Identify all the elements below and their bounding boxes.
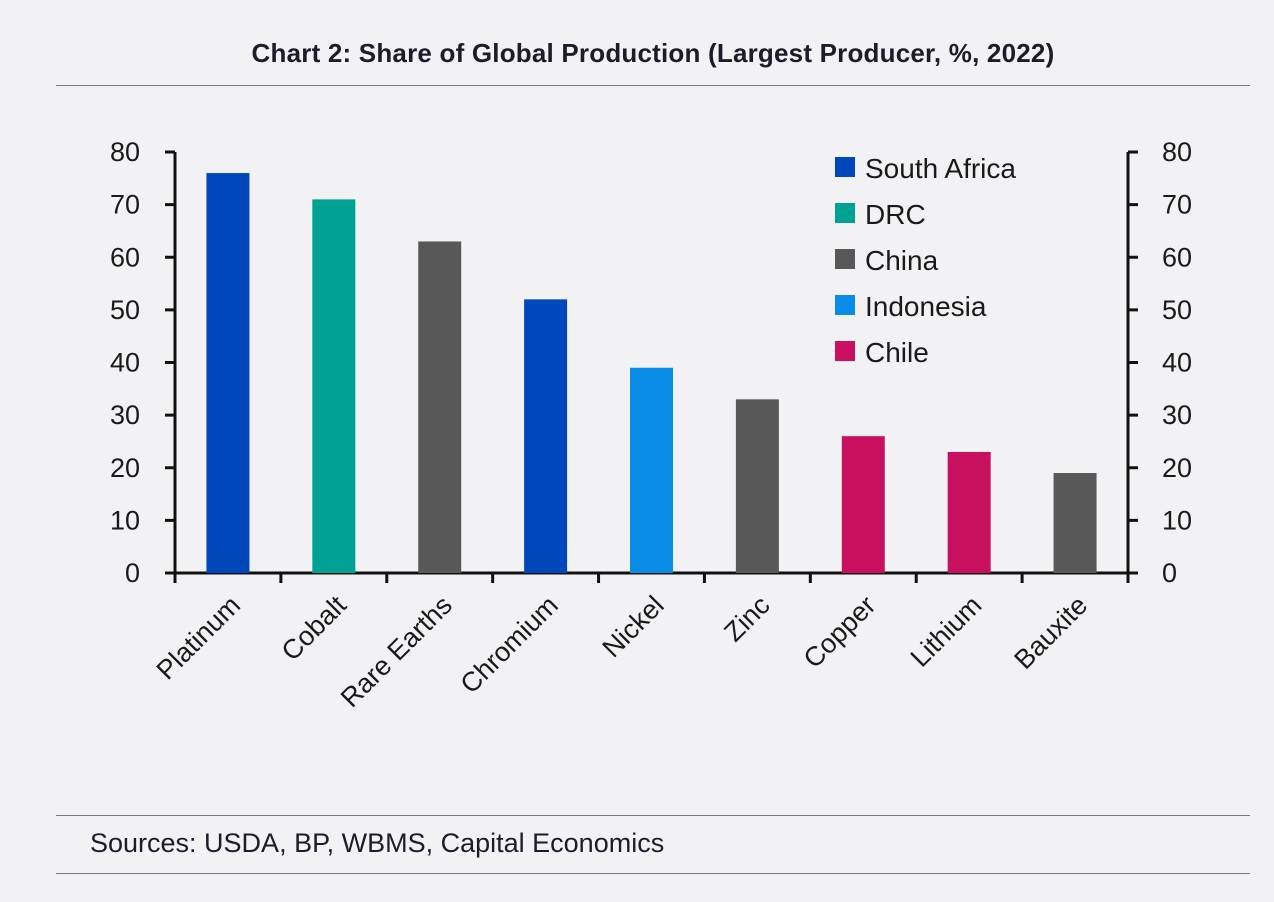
legend-swatch (835, 249, 855, 269)
legend-swatch (835, 295, 855, 315)
y-tick-label-left: 50 (110, 295, 140, 325)
y-tick-label-left: 10 (110, 505, 140, 535)
legend-label: Chile (865, 337, 929, 368)
y-tick-label-right: 20 (1162, 453, 1192, 483)
x-tick-label: Zinc (718, 590, 775, 647)
bar-copper (841, 436, 885, 573)
bar-cobalt (312, 199, 356, 574)
legend-label: South Africa (865, 153, 1016, 184)
x-tick-label: Copper (798, 590, 882, 674)
x-tick-label: Nickel (597, 590, 670, 663)
y-tick-label-left: 20 (110, 453, 140, 483)
bar-rare-earths (418, 241, 462, 573)
bar-zinc (735, 399, 779, 573)
y-tick-label-left: 70 (110, 190, 140, 220)
legend-label: Indonesia (865, 291, 987, 322)
source-note: Sources: USDA, BP, WBMS, Capital Economi… (90, 828, 665, 858)
legend-label: China (865, 245, 939, 276)
y-tick-label-left: 30 (110, 400, 140, 430)
y-tick-label-left: 0 (125, 558, 140, 588)
legend-swatch (835, 157, 855, 177)
x-tick-label: Cobalt (276, 590, 353, 667)
y-tick-label-right: 10 (1162, 505, 1192, 535)
bar-nickel (630, 367, 673, 573)
y-tick-label-right: 80 (1162, 137, 1192, 167)
source-divider (56, 815, 1250, 816)
y-tick-label-left: 60 (110, 242, 140, 272)
y-tick-label-left: 80 (110, 137, 140, 167)
bar-chart: 0 0 10 10 20 20 30 30 40 40 50 50 60 60 70 70 80 80 Platin… (110, 137, 1192, 713)
x-tick-label: Lithium (905, 590, 988, 673)
bottom-divider (56, 873, 1250, 874)
bar-lithium (947, 451, 991, 573)
x-tick-label: Rare Earths (335, 590, 458, 713)
legend-label: DRC (865, 199, 926, 230)
y-tick-label-right: 50 (1162, 295, 1192, 325)
top-divider (56, 85, 1250, 86)
bar-bauxite (1053, 473, 1097, 573)
x-tick-label: Platinum (151, 590, 246, 685)
bar-platinum (206, 173, 250, 574)
y-tick-label-right: 70 (1162, 190, 1192, 220)
x-tick-label: Chromium (455, 590, 564, 699)
legend-swatch (835, 341, 855, 361)
y-tick-label-right: 60 (1162, 242, 1192, 272)
y-tick-label-right: 40 (1162, 348, 1192, 378)
chart-title: Chart 2: Share of Global Production (Lar… (251, 38, 1055, 68)
bar-chromium (524, 299, 568, 573)
y-tick-label-left: 40 (110, 348, 140, 378)
y-tick-label-right: 30 (1162, 400, 1192, 430)
y-tick-label-right: 0 (1162, 558, 1177, 588)
legend-swatch (835, 203, 855, 223)
x-tick-label: Bauxite (1008, 590, 1093, 675)
